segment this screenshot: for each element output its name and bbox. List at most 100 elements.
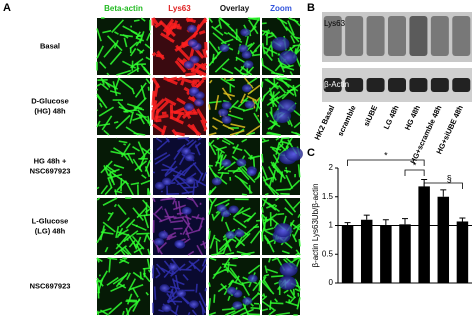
texture xyxy=(122,257,128,260)
texture xyxy=(147,248,151,256)
texture xyxy=(241,212,253,219)
texture xyxy=(288,299,291,304)
nucleus xyxy=(226,286,237,295)
texture xyxy=(280,192,290,195)
texture xyxy=(275,312,291,316)
texture xyxy=(286,294,293,299)
texture xyxy=(296,297,301,310)
texture xyxy=(144,43,151,49)
texture xyxy=(263,176,275,182)
texture xyxy=(221,139,231,146)
band-label: Lys63 xyxy=(324,19,346,28)
texture xyxy=(211,213,215,221)
texture xyxy=(270,71,284,76)
texture xyxy=(269,300,272,311)
texture xyxy=(99,309,109,316)
texture xyxy=(270,93,286,104)
texture xyxy=(217,284,227,293)
texture xyxy=(117,204,127,216)
row-label: (HG) 48h xyxy=(34,106,66,115)
texture xyxy=(227,113,244,121)
nucleus xyxy=(243,60,254,69)
texture xyxy=(116,69,131,76)
texture xyxy=(142,199,151,209)
panel-label: B xyxy=(307,2,315,14)
texture xyxy=(202,62,208,67)
texture xyxy=(250,230,261,244)
texture xyxy=(187,250,195,256)
texture xyxy=(202,48,208,58)
bar xyxy=(437,196,450,283)
nucleus xyxy=(188,300,199,309)
nucleus xyxy=(181,206,192,215)
nucleus xyxy=(186,24,197,33)
nucleus xyxy=(161,177,172,186)
column-header: Beta-actin xyxy=(104,4,143,13)
texture xyxy=(194,63,202,72)
band xyxy=(323,16,342,56)
nucleus xyxy=(161,304,172,313)
texture xyxy=(208,230,211,240)
texture xyxy=(230,280,245,287)
texture xyxy=(191,309,197,316)
texture xyxy=(262,227,274,232)
texture xyxy=(122,25,138,35)
texture xyxy=(118,140,128,144)
texture xyxy=(261,42,266,55)
nucleus xyxy=(228,205,239,214)
y-tick-label: 2 xyxy=(329,163,334,172)
texture xyxy=(114,77,120,91)
texture xyxy=(202,240,207,250)
texture xyxy=(126,152,134,164)
band xyxy=(452,16,471,56)
texture xyxy=(166,235,177,241)
texture xyxy=(240,308,254,316)
texture xyxy=(297,164,301,178)
texture xyxy=(185,138,190,143)
texture xyxy=(268,177,273,189)
texture xyxy=(123,143,126,146)
texture xyxy=(208,298,211,311)
texture xyxy=(132,207,144,222)
texture xyxy=(281,137,290,140)
texture xyxy=(103,165,110,177)
texture xyxy=(174,200,178,210)
texture xyxy=(208,40,220,55)
texture xyxy=(227,31,243,44)
texture xyxy=(139,49,145,55)
texture xyxy=(279,19,288,32)
significance-bracket xyxy=(347,159,425,166)
texture xyxy=(139,31,145,44)
texture xyxy=(146,233,151,241)
texture xyxy=(153,286,157,300)
texture xyxy=(146,119,150,124)
texture xyxy=(96,28,102,42)
texture xyxy=(233,31,242,41)
nucleus xyxy=(168,263,179,272)
nucleus xyxy=(244,100,255,109)
texture xyxy=(124,180,134,196)
texture xyxy=(208,164,213,167)
band xyxy=(452,78,471,92)
texture xyxy=(153,83,159,97)
texture xyxy=(213,268,228,276)
band xyxy=(430,16,449,56)
band-label: β-Actin xyxy=(324,80,349,89)
lane-label: HG 48h xyxy=(403,104,422,132)
texture xyxy=(131,287,139,298)
texture xyxy=(127,278,137,292)
texture xyxy=(214,58,230,73)
texture xyxy=(145,78,151,85)
texture xyxy=(172,198,176,205)
texture xyxy=(294,132,301,136)
texture xyxy=(255,97,261,112)
column-header: Lys63 xyxy=(168,4,191,13)
texture xyxy=(219,154,223,168)
texture xyxy=(236,207,251,216)
texture xyxy=(274,298,279,303)
nucleus xyxy=(189,86,200,95)
texture xyxy=(122,310,125,316)
texture xyxy=(275,141,281,155)
texture xyxy=(246,212,257,223)
nucleus xyxy=(279,50,298,65)
